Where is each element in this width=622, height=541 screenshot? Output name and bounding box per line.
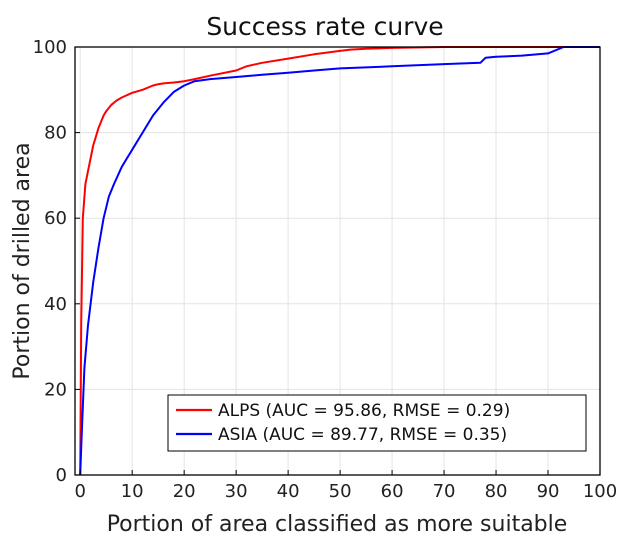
x-tick-label: 70	[433, 481, 456, 502]
y-tick-label: 60	[44, 208, 67, 229]
x-tick-label: 60	[381, 481, 404, 502]
legend: ALPS (AUC = 95.86, RMSE = 0.29) ASIA (AU…	[167, 394, 587, 452]
series-line-asia	[79, 46, 600, 476]
chart-title: Success rate curve	[206, 12, 443, 41]
y-tick-label: 100	[33, 37, 67, 58]
x-tick-label: 40	[277, 481, 300, 502]
x-tick-label: 20	[173, 481, 196, 502]
x-tick-label: 50	[329, 481, 352, 502]
series-layer	[79, 46, 600, 476]
legend-label-asia: ASIA (AUC = 89.77, RMSE = 0.35)	[218, 425, 507, 445]
y-tick-label: 80	[44, 123, 67, 144]
y-tick-label: 20	[44, 379, 67, 400]
x-tick-label: 30	[225, 481, 248, 502]
legend-label-alps: ALPS (AUC = 95.86, RMSE = 0.29)	[218, 401, 510, 421]
tick-layer: 0 10 20 30 40 50 60 70 80 90 100 0 20 40 60 80 100	[33, 37, 618, 502]
x-axis-label: Portion of area classified as more suita…	[107, 512, 568, 537]
x-tick-label: 10	[121, 481, 144, 502]
series-line-alps	[79, 46, 600, 476]
x-tick-label: 90	[537, 481, 560, 502]
y-axis-label: Portion of drilled area	[10, 142, 35, 379]
y-tick-label: 0	[56, 465, 67, 486]
x-tick-label: 80	[485, 481, 508, 502]
legend-box	[167, 394, 587, 452]
plot-frame	[74, 46, 601, 476]
x-tick-label: 100	[583, 481, 617, 502]
y-tick-label: 40	[44, 294, 67, 315]
x-tick-label: 0	[74, 481, 85, 502]
